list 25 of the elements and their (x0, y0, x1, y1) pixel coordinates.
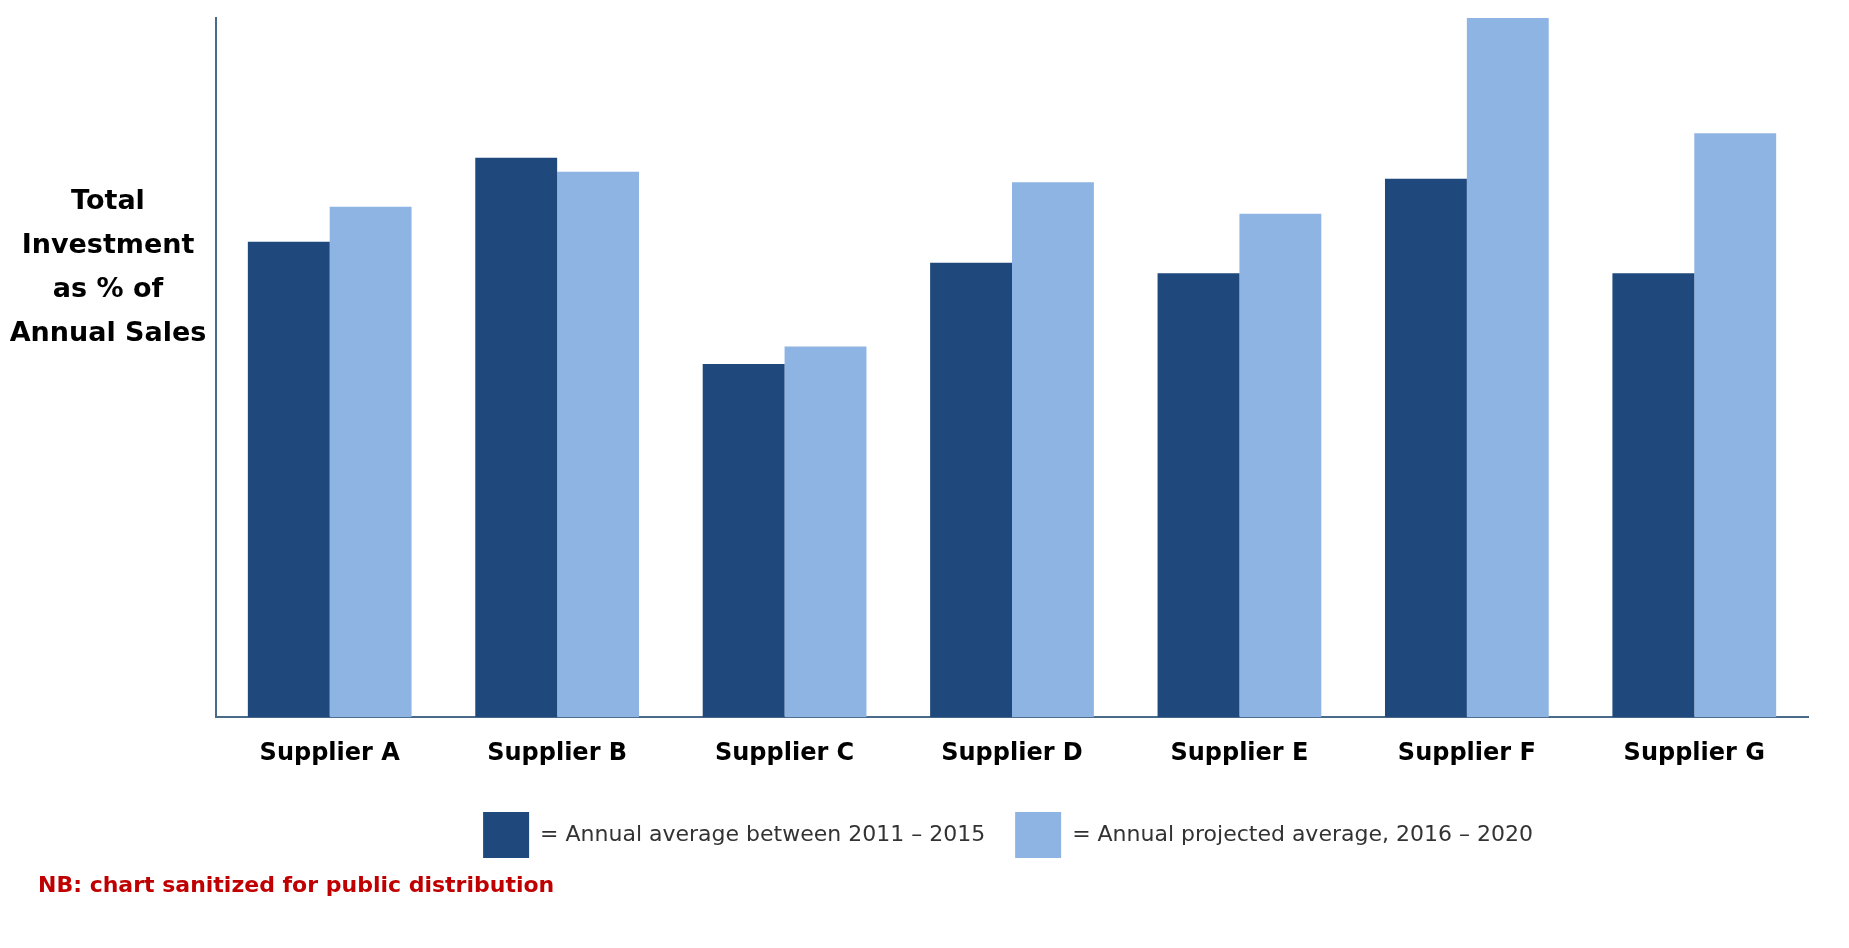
bar (784, 346, 867, 718)
bar (930, 262, 1012, 718)
x-tick-label: Supplier A (259, 737, 401, 766)
x-tick-label: Supplier D (941, 737, 1083, 766)
legend-label: = Annual projected average, 2016 – 2020 (1072, 820, 1533, 846)
bar (1012, 182, 1094, 718)
legend-label: = Annual average between 2011 – 2015 (540, 820, 986, 846)
bar (329, 206, 412, 718)
bar (1612, 273, 1695, 718)
x-tick-label: Supplier B (487, 737, 628, 766)
bar (1466, 18, 1549, 718)
bar (1157, 273, 1240, 718)
bar (1239, 213, 1322, 718)
bar (247, 241, 330, 718)
y-axis-title: Total Investment as % of Annual Sales (8, 183, 208, 349)
x-tick-label: Supplier C (714, 737, 855, 766)
bar (702, 364, 785, 718)
bar (557, 171, 640, 718)
x-tick-label: Supplier F (1397, 737, 1536, 766)
x-tick-label: Supplier G (1623, 737, 1765, 766)
bar (1694, 133, 1777, 718)
bar (1384, 178, 1467, 718)
bar (475, 157, 558, 718)
x-tick-label: Supplier E (1170, 737, 1309, 766)
text: NB: chart sanitized for public distribution (38, 872, 556, 897)
